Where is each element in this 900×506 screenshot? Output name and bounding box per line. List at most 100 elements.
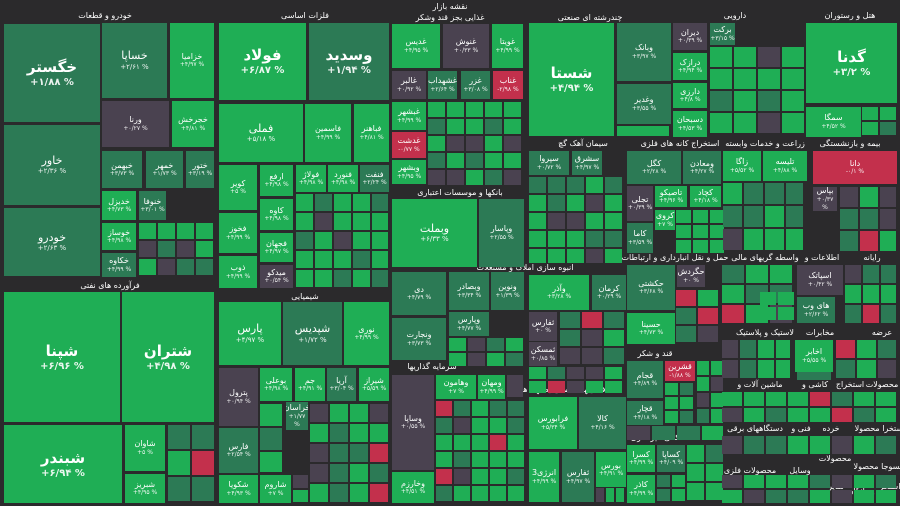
stock-tile[interactable] <box>560 330 580 346</box>
stock-tile[interactable] <box>687 483 704 500</box>
stock-tile[interactable] <box>778 292 794 305</box>
stock-tile[interactable] <box>548 249 565 263</box>
stock-tile[interactable]: پارس +۴/۹۷ % <box>219 302 281 365</box>
stock-tile[interactable]: میدکو +۰/۵۴ % <box>260 265 293 288</box>
stock-tile[interactable] <box>706 445 723 462</box>
stock-tile[interactable] <box>353 270 370 287</box>
stock-tile[interactable] <box>840 209 858 229</box>
stock-tile[interactable] <box>697 409 709 423</box>
stock-tile[interactable] <box>881 305 896 323</box>
stock-tile[interactable] <box>506 338 523 351</box>
stock-tile[interactable] <box>508 401 524 416</box>
stock-tile[interactable] <box>857 340 876 358</box>
stock-tile[interactable]: وپارس +۴/۷۷ % <box>449 312 489 336</box>
stock-tile[interactable] <box>740 360 756 378</box>
stock-tile[interactable] <box>372 251 388 268</box>
stock-tile[interactable]: سپروا +۰/۷۲ % <box>529 151 569 175</box>
stock-tile[interactable] <box>582 330 602 346</box>
stock-tile[interactable]: پترول +۰/۹۴ % <box>219 368 258 426</box>
stock-tile[interactable]: برکت +۳/۱۵ % <box>710 23 735 45</box>
stock-tile[interactable] <box>797 372 831 380</box>
stock-tile[interactable]: کاذر +۴/۹۹ % <box>627 475 655 503</box>
stock-tile[interactable] <box>698 290 718 306</box>
stock-tile[interactable] <box>596 488 604 502</box>
stock-tile[interactable] <box>350 404 368 422</box>
stock-tile[interactable] <box>676 290 696 306</box>
stock-tile[interactable]: ورنا +۰/۲۷ % <box>102 101 169 147</box>
stock-tile[interactable] <box>567 231 584 247</box>
stock-tile[interactable] <box>490 469 506 484</box>
stock-tile[interactable]: ومعادن +۴/۲۷ % <box>683 151 721 184</box>
stock-tile[interactable]: غزر +۳/۰۸ % <box>461 71 490 99</box>
stock-tile[interactable] <box>836 360 855 378</box>
stock-tile[interactable] <box>863 305 879 323</box>
stock-tile[interactable] <box>760 307 776 320</box>
stock-tile[interactable] <box>466 136 483 151</box>
stock-tile[interactable] <box>372 213 388 230</box>
stock-tile[interactable] <box>657 475 670 487</box>
stock-tile[interactable] <box>711 361 723 375</box>
stock-tile[interactable] <box>548 381 565 393</box>
stock-tile[interactable] <box>293 490 308 502</box>
stock-tile[interactable]: شاوان +۵ % <box>125 425 165 471</box>
stock-tile[interactable]: دی +۴/۷۹ % <box>392 272 446 315</box>
stock-tile[interactable] <box>860 231 878 251</box>
stock-tile[interactable] <box>687 445 704 462</box>
stock-tile[interactable] <box>880 231 896 251</box>
stock-tile[interactable] <box>506 353 523 366</box>
stock-tile[interactable] <box>758 360 774 378</box>
stock-tile[interactable] <box>508 486 524 501</box>
stock-tile[interactable] <box>672 475 685 487</box>
stock-tile[interactable] <box>508 418 524 433</box>
stock-tile[interactable] <box>744 206 763 227</box>
stock-tile[interactable]: کاما +۳/۵۹ % <box>627 223 653 253</box>
stock-tile[interactable] <box>760 292 776 305</box>
stock-tile[interactable] <box>702 426 723 440</box>
stock-tile[interactable] <box>881 285 896 303</box>
stock-tile[interactable] <box>158 259 175 275</box>
stock-tile[interactable] <box>466 170 483 185</box>
stock-tile[interactable]: قجام +۴/۸۹ % <box>627 361 663 398</box>
stock-tile[interactable] <box>372 194 388 211</box>
stock-tile[interactable] <box>788 475 808 488</box>
stock-tile[interactable] <box>296 213 313 230</box>
stock-tile[interactable]: وخارزم +۴/۵۱ % <box>392 472 434 503</box>
stock-tile[interactable] <box>372 270 388 287</box>
stock-tile[interactable]: وبملت +۶/۳۳ % <box>392 199 477 267</box>
stock-tile[interactable] <box>710 225 724 238</box>
stock-tile[interactable] <box>605 213 622 229</box>
stock-tile[interactable] <box>436 486 452 501</box>
stock-tile[interactable] <box>468 353 485 366</box>
stock-tile[interactable] <box>370 444 388 462</box>
stock-tile[interactable] <box>734 113 756 133</box>
stock-tile[interactable] <box>548 367 565 379</box>
stock-tile[interactable] <box>582 348 602 364</box>
stock-tile[interactable] <box>766 475 786 488</box>
stock-tile[interactable]: کساپا +۴/۰۹ % <box>657 445 685 472</box>
stock-tile[interactable] <box>758 69 780 89</box>
stock-tile[interactable] <box>740 340 756 358</box>
stock-tile[interactable]: دانا -۰/۱ % <box>813 151 897 184</box>
stock-tile[interactable] <box>876 408 896 422</box>
stock-tile[interactable]: خبهمن +۳/۷۳ % <box>102 151 142 188</box>
stock-tile[interactable] <box>529 367 546 379</box>
stock-tile[interactable] <box>788 408 808 422</box>
stock-tile[interactable] <box>490 435 506 450</box>
stock-tile[interactable]: دسبحان +۴/۵۳ % <box>673 111 707 137</box>
stock-tile[interactable]: خنوفا +۳/۰۱ % <box>139 191 166 220</box>
stock-tile[interactable]: شیراز +۵/۵۹ % <box>359 368 389 401</box>
stock-tile[interactable] <box>782 69 804 89</box>
stock-tile[interactable]: فنورد +۴/۹۸ % <box>328 165 358 192</box>
stock-tile[interactable]: غدشت -۰/۷۷ % <box>392 132 426 158</box>
stock-tile[interactable] <box>758 113 780 133</box>
stock-tile[interactable] <box>447 136 464 151</box>
stock-tile[interactable] <box>139 223 156 239</box>
stock-tile[interactable]: خوساز +۴/۹۸ % <box>102 223 136 250</box>
stock-tile[interactable] <box>196 241 213 257</box>
stock-tile[interactable] <box>697 393 709 407</box>
stock-tile[interactable] <box>192 425 214 449</box>
stock-tile[interactable]: ثفارس +۰ % <box>529 312 557 341</box>
stock-tile[interactable]: فملی +۵/۱۸ % <box>219 104 303 162</box>
stock-tile[interactable]: اخابر +۵/۵۵ % <box>795 340 833 372</box>
stock-tile[interactable] <box>504 102 521 117</box>
